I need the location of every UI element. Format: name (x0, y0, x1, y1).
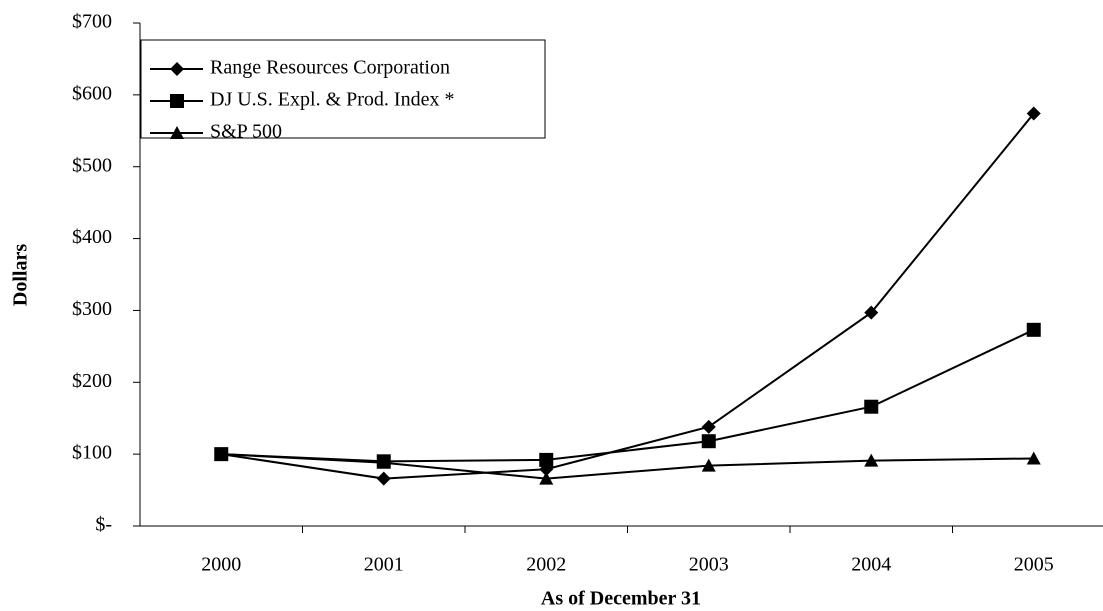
y-tick-label: $400 (72, 226, 112, 248)
legend-label: Range Resources Corporation (210, 57, 450, 79)
data-point (376, 455, 391, 469)
y-axis-label: Dollars (10, 244, 32, 306)
y-tick-label: $600 (72, 82, 112, 104)
series-line (221, 328, 1035, 463)
x-tick-label: 2001 (364, 554, 404, 576)
data-point (864, 453, 879, 467)
series-line (221, 112, 1035, 480)
legend-label: DJ U.S. Expl. & Prod. Index * (210, 89, 454, 111)
x-tick-label: 2000 (201, 554, 241, 576)
series-line (221, 453, 1034, 480)
data-point (701, 434, 716, 449)
x-axis-label: As of December 31 (541, 588, 701, 610)
data-point (701, 458, 716, 472)
x-tick-label: 2005 (1014, 554, 1054, 576)
y-tick-label: $300 (72, 298, 112, 320)
data-point (864, 305, 879, 320)
x-tick-label: 2003 (689, 554, 729, 576)
legend-label: S&P 500 (210, 121, 282, 143)
legend-marker (170, 126, 184, 139)
data-point (1026, 451, 1041, 465)
x-tick-label: 2002 (526, 554, 566, 576)
legend-marker (170, 94, 184, 108)
y-tick-label: $700 (72, 11, 112, 33)
data-point (701, 419, 716, 434)
data-point (864, 399, 879, 414)
data-point (376, 471, 391, 486)
y-tick-label: $100 (72, 442, 112, 464)
x-tick-label: 2004 (851, 554, 891, 576)
y-tick-label: $200 (72, 370, 112, 392)
y-tick-label: $- (95, 514, 112, 536)
data-point (1026, 106, 1041, 121)
y-tick-label: $500 (72, 154, 112, 176)
data-point (1026, 322, 1041, 337)
legend-marker (170, 62, 184, 76)
data-point (214, 447, 229, 461)
data-point (539, 452, 554, 467)
data-point (539, 471, 554, 485)
legend-box (140, 39, 546, 139)
